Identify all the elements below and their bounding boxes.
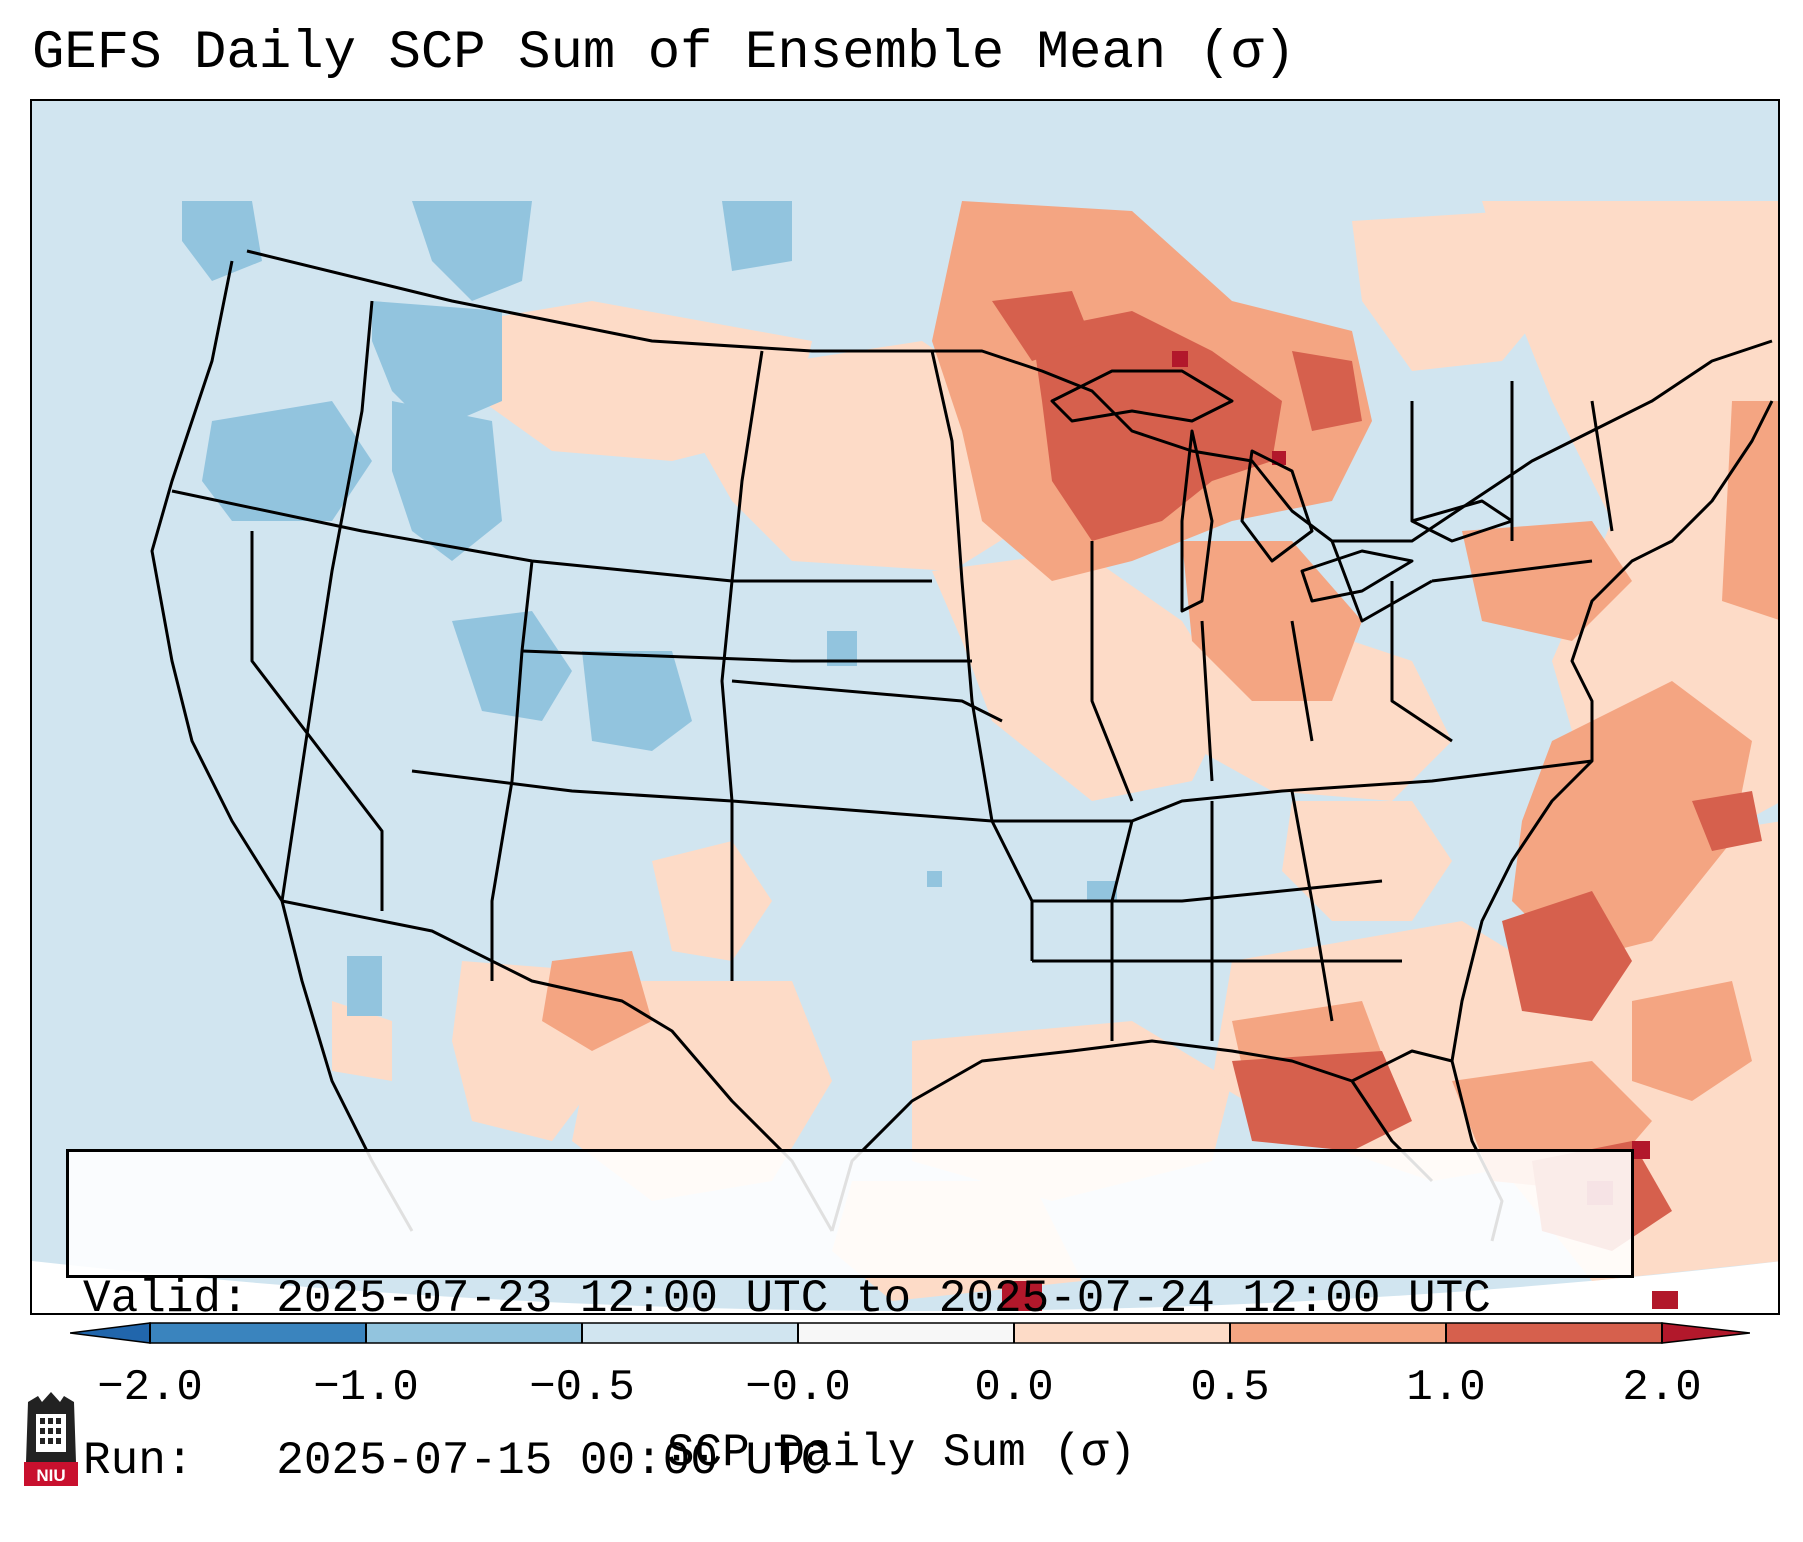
cbar-seg-4 <box>1014 1323 1230 1343</box>
cbar-seg-5 <box>1230 1323 1446 1343</box>
cbar-seg-1 <box>366 1323 582 1343</box>
cbar-seg-0 <box>150 1323 366 1343</box>
anomaly-neg-1.0-neg-0.5 <box>182 201 1117 1016</box>
valid-value: 2025-07-23 12:00 UTC to 2025-07-24 12:00… <box>276 1273 1491 1325</box>
cbar-tick-label: −0.5 <box>529 1363 635 1413</box>
valid-label: Valid: <box>83 1273 249 1325</box>
colorbar-ticks: −2.0 −1.0 −0.5 −0.0 0.0 0.5 1.0 2.0 <box>0 1360 1803 1420</box>
cbar-tick-label: −2.0 <box>97 1363 203 1413</box>
run-value: 2025-07-15 00:00 UTC <box>276 1435 829 1487</box>
cbar-tick-label: −1.0 <box>313 1363 419 1413</box>
cbar-seg-6 <box>1446 1323 1662 1343</box>
cbar-seg-2 <box>582 1323 798 1343</box>
cbar-tick-label: 0.0 <box>974 1363 1054 1413</box>
map-panel <box>30 99 1780 1315</box>
colorbar <box>70 1322 1750 1344</box>
cbar-tick-label: 0.5 <box>1190 1363 1270 1413</box>
chart-title: GEFS Daily SCP Sum of Ensemble Mean (σ) <box>32 23 1296 84</box>
valid-run-box: Valid: 2025-07-23 12:00 UTC to 2025-07-2… <box>66 1149 1634 1487</box>
cbar-seg-3 <box>798 1323 1014 1343</box>
boundaries <box>150 249 1774 1242</box>
logo-text: NIU <box>36 1466 65 1485</box>
valid-line: Valid: 2025-07-23 12:00 UTC to 2025-07-2… <box>83 1272 1631 1326</box>
anomaly-map <box>32 101 1778 1313</box>
anomaly-1.0-2.0 <box>992 291 1762 1251</box>
cbar-extend-low <box>70 1322 151 1344</box>
colorbar-label: SCP Daily Sum (σ) <box>666 1427 1137 1479</box>
niu-logo-icon: NIU <box>24 1392 78 1486</box>
cbar-extend-high <box>1661 1322 1750 1344</box>
run-label: Run: <box>83 1435 194 1487</box>
cbar-tick-label: −0.0 <box>745 1363 851 1413</box>
cbar-tick-label: 1.0 <box>1406 1363 1486 1413</box>
cbar-tick-label: 2.0 <box>1622 1363 1702 1413</box>
run-line: Run: 2025-07-15 00:00 UTC <box>83 1434 1631 1488</box>
